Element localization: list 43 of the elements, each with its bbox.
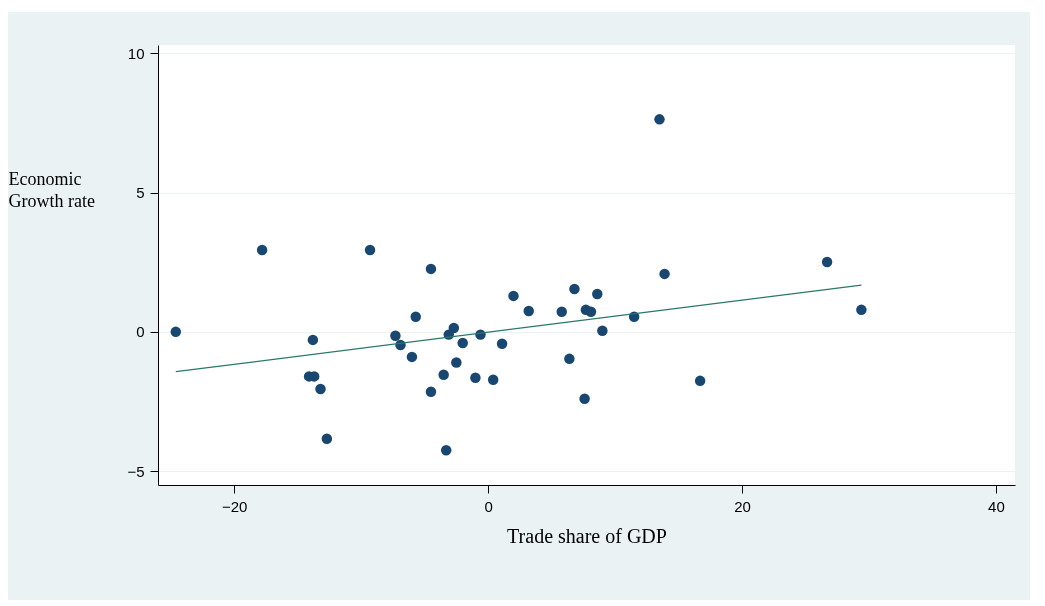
point bbox=[256, 244, 268, 256]
point bbox=[487, 374, 499, 385]
point bbox=[585, 306, 597, 318]
point bbox=[496, 338, 508, 350]
point bbox=[597, 325, 608, 336]
point bbox=[425, 386, 437, 397]
point bbox=[425, 263, 437, 275]
point bbox=[821, 256, 833, 268]
point bbox=[390, 330, 401, 341]
point bbox=[556, 306, 567, 318]
y-tick-label: 10 bbox=[127, 44, 145, 62]
point bbox=[364, 244, 376, 256]
x-tick-label: 40 bbox=[988, 497, 1005, 515]
x-axis-title: Trade share of GDP bbox=[507, 524, 667, 547]
point bbox=[457, 337, 468, 349]
point bbox=[470, 372, 481, 384]
point bbox=[694, 375, 706, 387]
point bbox=[508, 290, 519, 302]
point bbox=[315, 383, 326, 395]
point bbox=[592, 288, 603, 300]
y-tick-label: 5 bbox=[136, 184, 145, 202]
point bbox=[654, 114, 665, 125]
y-axis-title: Economic Growth rate bbox=[8, 168, 95, 211]
point bbox=[523, 305, 534, 317]
y-tick-label: 0 bbox=[136, 323, 145, 341]
point bbox=[448, 322, 460, 334]
point bbox=[410, 311, 421, 323]
point bbox=[307, 334, 319, 346]
point bbox=[451, 357, 462, 368]
point bbox=[170, 326, 182, 338]
point bbox=[438, 369, 449, 380]
x-tick-label: 20 bbox=[734, 497, 751, 515]
x-tick-label: −20 bbox=[221, 497, 248, 515]
point bbox=[440, 444, 452, 456]
point bbox=[579, 393, 590, 404]
point bbox=[321, 433, 333, 445]
point bbox=[659, 268, 670, 280]
point bbox=[569, 283, 580, 295]
y-tick-label: −5 bbox=[127, 462, 145, 480]
point bbox=[406, 351, 418, 363]
point bbox=[856, 304, 867, 316]
x-tick-label: 0 bbox=[484, 497, 493, 515]
point bbox=[564, 353, 575, 365]
